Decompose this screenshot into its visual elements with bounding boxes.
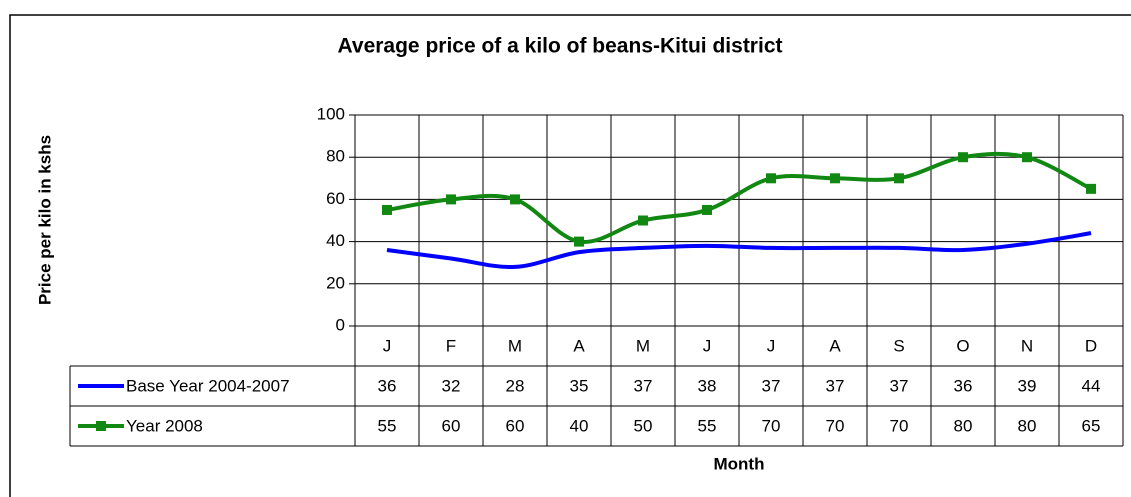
legend-label: Year 2008 bbox=[126, 416, 203, 435]
x-tick-label: A bbox=[829, 336, 841, 355]
table-value: 39 bbox=[1018, 376, 1037, 395]
marker bbox=[830, 173, 840, 184]
marker bbox=[574, 236, 584, 247]
y-tick-label: 20 bbox=[326, 273, 345, 292]
table-value: 36 bbox=[378, 376, 397, 395]
marker bbox=[958, 152, 968, 163]
table-value: 70 bbox=[826, 416, 845, 435]
table-value: 70 bbox=[890, 416, 909, 435]
table-value: 37 bbox=[890, 376, 909, 395]
x-tick-label: J bbox=[383, 336, 392, 355]
x-tick-label: J bbox=[767, 336, 776, 355]
table-value: 60 bbox=[506, 416, 525, 435]
table-value: 28 bbox=[506, 376, 525, 395]
marker bbox=[1022, 152, 1032, 163]
y-tick-label: 40 bbox=[326, 231, 345, 250]
marker bbox=[766, 173, 776, 184]
chart-border bbox=[9, 14, 1131, 497]
table-value: 70 bbox=[762, 416, 781, 435]
table-value: 37 bbox=[826, 376, 845, 395]
y-tick-label: 0 bbox=[336, 315, 345, 334]
x-tick-label: S bbox=[893, 336, 904, 355]
legend-marker bbox=[96, 421, 106, 431]
table-value: 44 bbox=[1082, 376, 1101, 395]
x-tick-label: M bbox=[636, 336, 650, 355]
x-tick-label: D bbox=[1085, 336, 1097, 355]
table-value: 37 bbox=[762, 376, 781, 395]
chart-title: Average price of a kilo of beans-Kitui d… bbox=[338, 35, 783, 58]
y-tick-label: 60 bbox=[326, 189, 345, 208]
x-tick-label: N bbox=[1021, 336, 1033, 355]
marker bbox=[638, 215, 648, 226]
marker bbox=[382, 204, 392, 215]
marker bbox=[702, 204, 712, 215]
y-tick-label: 80 bbox=[326, 147, 345, 166]
y-tick-label: 100 bbox=[317, 104, 345, 123]
table-value: 40 bbox=[570, 416, 589, 435]
x-axis-label: Month bbox=[714, 454, 765, 473]
table-value: 55 bbox=[378, 416, 397, 435]
legend-label: Base Year 2004-2007 bbox=[126, 376, 290, 395]
x-tick-label: O bbox=[956, 336, 969, 355]
marker bbox=[894, 173, 904, 184]
marker bbox=[446, 194, 456, 205]
table-value: 60 bbox=[442, 416, 461, 435]
table-value: 50 bbox=[634, 416, 653, 435]
table-value: 36 bbox=[954, 376, 973, 395]
marker bbox=[1086, 183, 1096, 194]
table-value: 32 bbox=[442, 376, 461, 395]
x-tick-label: J bbox=[703, 336, 712, 355]
table-value: 80 bbox=[1018, 416, 1037, 435]
y-axis-label: Price per kilo in kshs bbox=[35, 135, 54, 305]
x-tick-label: F bbox=[446, 336, 456, 355]
table-value: 55 bbox=[698, 416, 717, 435]
table-value: 37 bbox=[634, 376, 653, 395]
marker bbox=[510, 194, 520, 205]
x-tick-label: M bbox=[508, 336, 522, 355]
series-line bbox=[386, 231, 1092, 270]
table-value: 65 bbox=[1082, 416, 1101, 435]
table-value: 35 bbox=[570, 376, 589, 395]
x-tick-label: A bbox=[573, 336, 585, 355]
table-value: 80 bbox=[954, 416, 973, 435]
table-value: 38 bbox=[698, 376, 717, 395]
